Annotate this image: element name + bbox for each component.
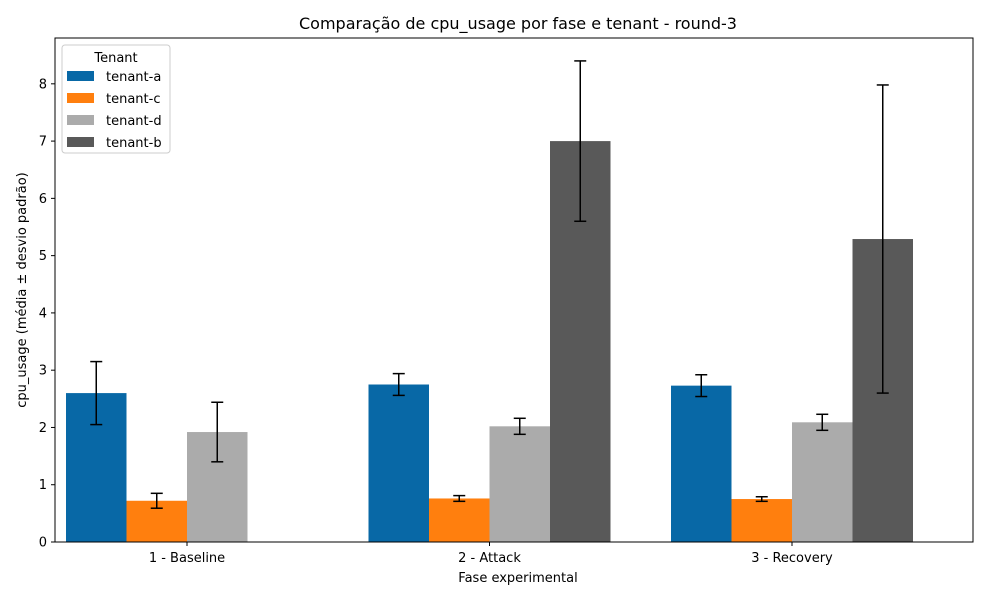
bar-tenant-d-3 xyxy=(792,422,853,542)
y-tick-label-8: 8 xyxy=(39,77,47,92)
y-tick-label-0: 0 xyxy=(39,536,47,551)
legend-item-tenant-d: tenant-d xyxy=(67,114,162,129)
bar-tenant-c-2 xyxy=(429,498,490,542)
x-axis-label: Fase experimental xyxy=(458,571,577,586)
legend-swatch-tenant-d xyxy=(67,115,94,125)
error-bar-tenant-a-2 xyxy=(392,372,405,397)
x-axis: 1 - Baseline 2 - Attack 3 - Recovery xyxy=(149,542,833,566)
legend-swatch-tenant-b xyxy=(67,137,94,147)
bars-layer xyxy=(66,141,913,542)
y-tick-label-4: 4 xyxy=(39,306,47,321)
legend-title: Tenant xyxy=(93,51,137,66)
error-bar-tenant-d-3 xyxy=(816,413,829,432)
legend-label-tenant-c: tenant-c xyxy=(106,92,160,107)
error-bar-tenant-a-1 xyxy=(90,360,103,426)
error-bar-tenant-b-2 xyxy=(574,60,587,223)
y-tick-label-7: 7 xyxy=(39,135,47,150)
error-bar-tenant-c-1 xyxy=(150,492,163,509)
legend: Tenant tenant-a tenant-c tenant-d tenant-b xyxy=(61,44,171,154)
error-bar-tenant-b-3 xyxy=(876,84,889,394)
y-tick-label-3: 3 xyxy=(39,364,47,379)
legend-item-tenant-b: tenant-b xyxy=(67,136,162,151)
chart-title: Comparação de cpu_usage por fase e tenan… xyxy=(299,14,737,34)
x-tick-label-2: 2 - Attack xyxy=(458,551,521,566)
y-tick-label-1: 1 xyxy=(39,478,47,493)
x-tick-label-1: 1 - Baseline xyxy=(149,551,225,566)
legend-item-tenant-a: tenant-a xyxy=(67,70,161,85)
x-tick-label-3: 3 - Recovery xyxy=(751,551,833,566)
error-bar-tenant-c-2 xyxy=(453,494,466,503)
bar-tenant-c-3 xyxy=(731,499,792,542)
plot-frame xyxy=(54,37,974,543)
y-tick-label-2: 2 xyxy=(39,421,47,436)
y-tick-label-5: 5 xyxy=(39,249,47,264)
error-bar-tenant-a-3 xyxy=(695,374,708,398)
legend-label-tenant-d: tenant-d xyxy=(106,114,162,129)
legend-items: tenant-a tenant-c tenant-d tenant-b xyxy=(67,70,162,151)
error-bars-layer xyxy=(90,60,889,509)
legend-item-tenant-c: tenant-c xyxy=(67,92,160,107)
error-bar-tenant-d-2 xyxy=(513,417,526,436)
y-axis: 0 1 2 3 4 5 6 7 8 xyxy=(39,77,55,551)
legend-swatch-tenant-c xyxy=(67,93,94,103)
error-bar-tenant-c-3 xyxy=(755,496,768,503)
y-axis-label: cpu_usage (média ± desvio padrão) xyxy=(15,172,30,407)
y-tick-label-6: 6 xyxy=(39,192,47,207)
bar-tenant-a-2 xyxy=(368,384,429,542)
legend-label-tenant-a: tenant-a xyxy=(106,70,161,85)
legend-swatch-tenant-a xyxy=(67,71,94,81)
bar-tenant-d-2 xyxy=(489,426,550,542)
legend-label-tenant-b: tenant-b xyxy=(106,136,162,151)
error-bar-tenant-d-1 xyxy=(211,401,224,463)
bar-tenant-a-3 xyxy=(671,385,732,542)
